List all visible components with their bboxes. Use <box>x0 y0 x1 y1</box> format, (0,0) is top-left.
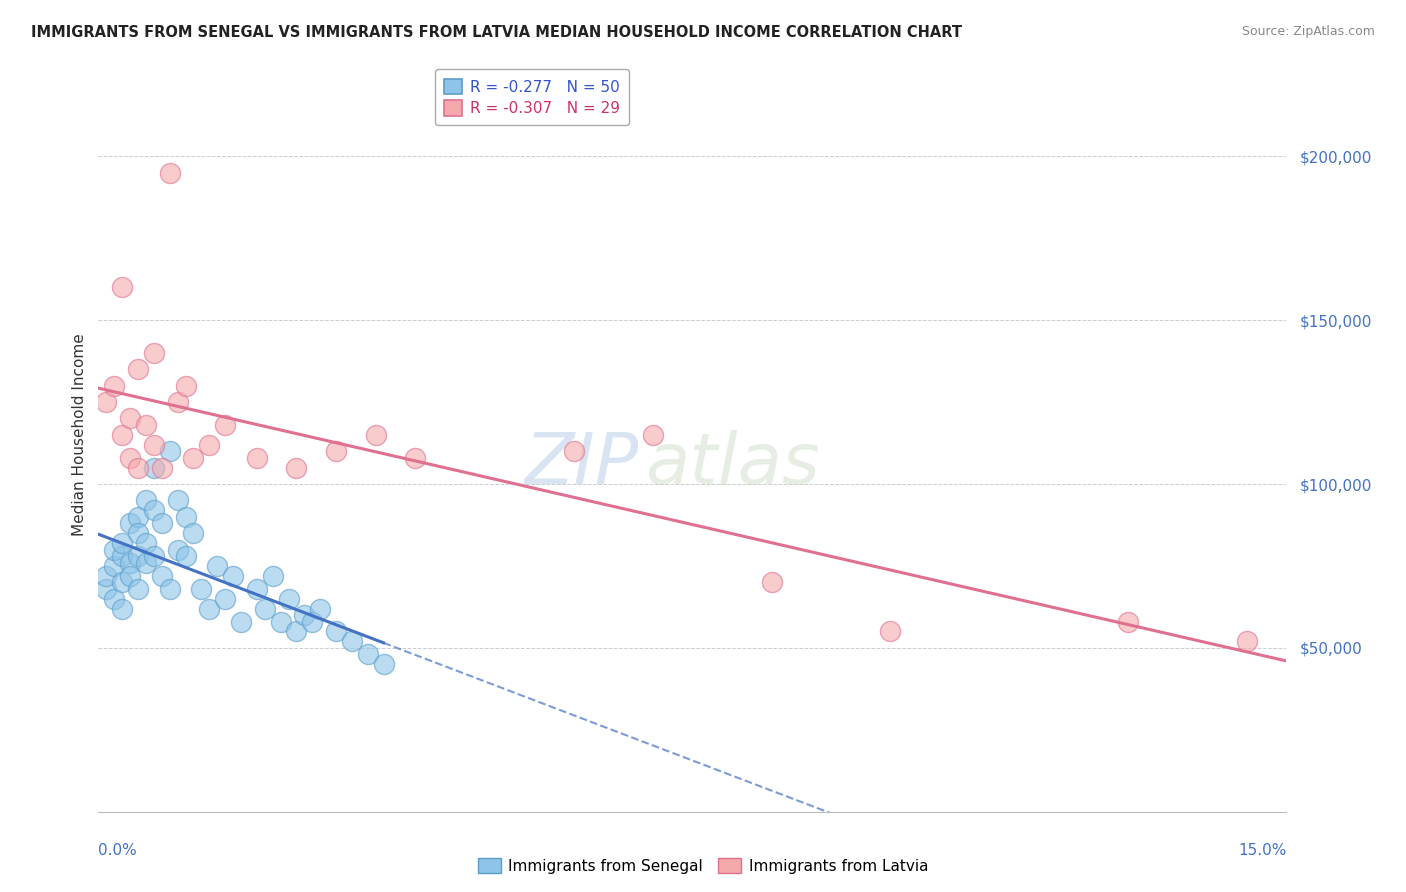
Point <box>111 575 134 590</box>
Point <box>166 395 188 409</box>
Point <box>285 624 308 639</box>
Point <box>142 549 165 563</box>
Point <box>142 460 165 475</box>
Point <box>205 558 228 573</box>
Point <box>246 582 269 596</box>
Point <box>364 428 387 442</box>
Text: 0.0%: 0.0% <box>98 843 138 858</box>
Point <box>270 615 292 629</box>
Point <box>127 509 149 524</box>
Point <box>562 444 585 458</box>
Point <box>246 450 269 465</box>
Point <box>142 346 165 360</box>
Point <box>174 509 197 524</box>
Y-axis label: Median Household Income: Median Household Income <box>72 334 87 536</box>
Point <box>174 549 197 563</box>
Point <box>229 615 252 629</box>
Point <box>292 608 315 623</box>
Point <box>357 648 380 662</box>
Point <box>214 417 236 432</box>
Point <box>111 536 134 550</box>
Point <box>127 460 149 475</box>
Point <box>198 601 221 615</box>
Point <box>111 428 134 442</box>
Point <box>325 624 347 639</box>
Text: Source: ZipAtlas.com: Source: ZipAtlas.com <box>1241 25 1375 38</box>
Point <box>111 280 134 294</box>
Point <box>285 460 308 475</box>
Legend: R = -0.277   N = 50, R = -0.307   N = 29: R = -0.277 N = 50, R = -0.307 N = 29 <box>434 70 630 125</box>
Point <box>1236 634 1258 648</box>
Text: 15.0%: 15.0% <box>1239 843 1286 858</box>
Point <box>183 526 205 541</box>
Point <box>120 516 142 531</box>
Point <box>111 601 134 615</box>
Point <box>174 378 197 392</box>
Point <box>120 556 142 570</box>
Point <box>127 526 149 541</box>
Point <box>183 450 205 465</box>
Point <box>277 591 299 606</box>
Text: atlas: atlas <box>645 431 820 500</box>
Point <box>103 542 125 557</box>
Point <box>103 558 125 573</box>
Point <box>150 516 173 531</box>
Point <box>404 450 426 465</box>
Point <box>166 542 188 557</box>
Point <box>1116 615 1139 629</box>
Point <box>96 568 118 582</box>
Point <box>127 582 149 596</box>
Point <box>198 438 221 452</box>
Point <box>142 503 165 517</box>
Point <box>340 634 363 648</box>
Point <box>879 624 901 639</box>
Point <box>309 601 332 615</box>
Point <box>135 536 157 550</box>
Point <box>166 493 188 508</box>
Point <box>150 460 173 475</box>
Point <box>373 657 395 672</box>
Point <box>142 438 165 452</box>
Point <box>120 568 142 582</box>
Point <box>301 615 323 629</box>
Point <box>222 568 245 582</box>
Legend: Immigrants from Senegal, Immigrants from Latvia: Immigrants from Senegal, Immigrants from… <box>471 852 935 880</box>
Text: ZIP: ZIP <box>524 431 638 500</box>
Point <box>96 395 118 409</box>
Text: IMMIGRANTS FROM SENEGAL VS IMMIGRANTS FROM LATVIA MEDIAN HOUSEHOLD INCOME CORREL: IMMIGRANTS FROM SENEGAL VS IMMIGRANTS FR… <box>31 25 962 40</box>
Point <box>127 549 149 563</box>
Point <box>262 568 284 582</box>
Point <box>120 450 142 465</box>
Point <box>103 591 125 606</box>
Point <box>127 362 149 376</box>
Point <box>325 444 347 458</box>
Point <box>120 411 142 425</box>
Point <box>641 428 664 442</box>
Point <box>135 417 157 432</box>
Point <box>159 166 181 180</box>
Point <box>159 582 181 596</box>
Point <box>159 444 181 458</box>
Point <box>135 493 157 508</box>
Point <box>96 582 118 596</box>
Point <box>135 556 157 570</box>
Point <box>214 591 236 606</box>
Point <box>253 601 276 615</box>
Point <box>103 378 125 392</box>
Point <box>190 582 212 596</box>
Point <box>111 549 134 563</box>
Point <box>150 568 173 582</box>
Point <box>761 575 783 590</box>
